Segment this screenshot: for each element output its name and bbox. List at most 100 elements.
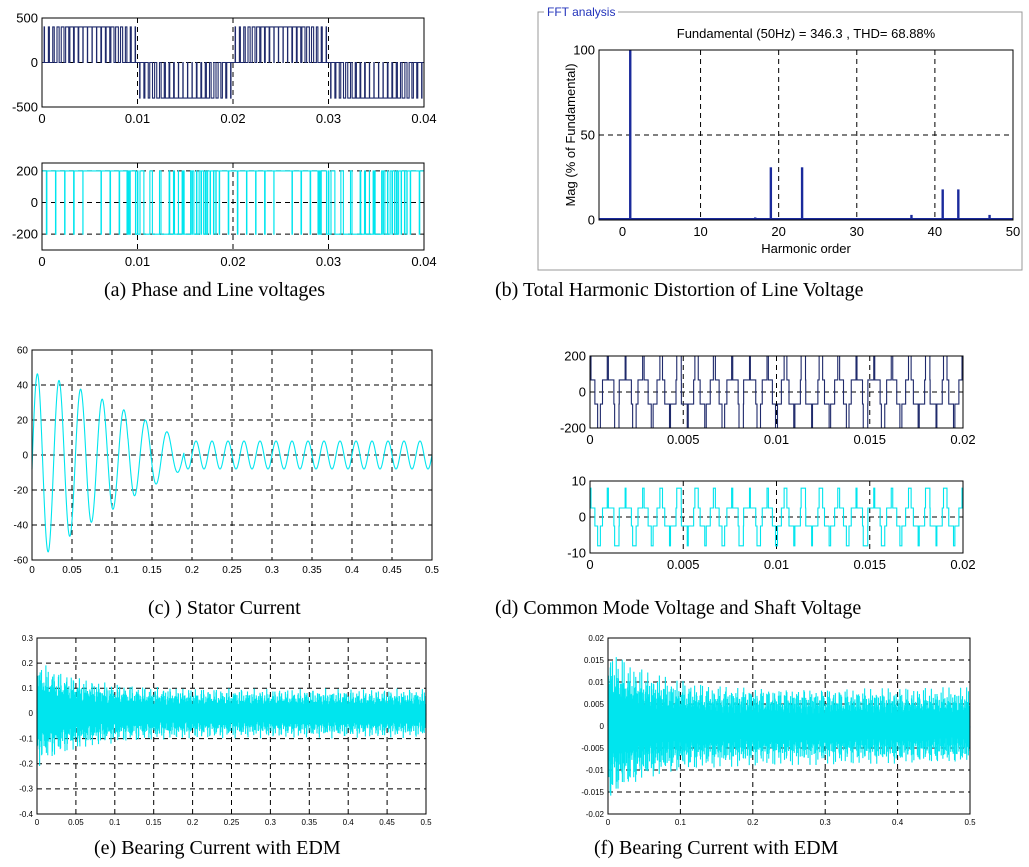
y-tick-label: 200 (564, 349, 586, 364)
x-tick-label: 10 (693, 224, 707, 239)
x-tick-label: 0.015 (853, 557, 886, 572)
plot-frame (598, 49, 1014, 221)
x-tick-label: 0.1 (105, 565, 119, 576)
y-tick-label: 40 (17, 381, 29, 392)
x-tick-label: 0.01 (125, 111, 150, 126)
x-tick-label: 0.03 (316, 111, 341, 126)
x-tick-label: 0 (35, 818, 40, 827)
y-tick-label: 0.02 (588, 634, 604, 643)
x-tick-label: 50 (1006, 224, 1020, 239)
caption-b: (b) Total Harmonic Distortion of Line Vo… (495, 279, 864, 301)
x-tick-label: 0.15 (146, 818, 162, 827)
harmonic-bar (769, 167, 773, 220)
x-tick-label: 0 (38, 254, 45, 269)
x-tick-label: 0.1 (109, 818, 121, 827)
x-tick-label: 0.15 (142, 565, 162, 576)
x-tick-label: 0 (29, 565, 35, 576)
y-tick-label: 0 (579, 510, 586, 525)
y-tick-label: 0 (588, 213, 595, 228)
y-tick-label: -40 (14, 521, 29, 532)
x-tick-label: 0.4 (892, 818, 904, 827)
caption-e: (e) Bearing Current with EDM (94, 837, 341, 859)
y-tick-label: -0.01 (586, 766, 605, 775)
series-line (42, 26, 424, 99)
series-line (42, 170, 424, 235)
y-tick-label: -0.015 (581, 788, 604, 797)
y-tick-label: 0.01 (588, 678, 604, 687)
x-tick-label: 0.25 (224, 818, 240, 827)
chart-stator-current: 0 0.05 0.1 0.15 0.2 0.25 0.3 0.35 0.4 0.45 0.5 -60 -… (14, 346, 440, 577)
series-line (607, 657, 971, 796)
x-tick-label: 0.005 (667, 557, 700, 572)
y-tick-label: 0 (29, 709, 34, 718)
harmonic-bar (941, 189, 944, 220)
y-tick-label: 0 (31, 195, 38, 210)
caption-f: (f) Bearing Current with EDM (594, 837, 839, 859)
y-tick-label: -500 (12, 100, 38, 115)
x-tick-label: 0 (586, 557, 593, 572)
plot-frame (41, 17, 425, 108)
x-tick-label: 0.05 (62, 565, 82, 576)
y-tick-label: 0 (579, 385, 586, 400)
x-tick-label: 0.05 (68, 818, 84, 827)
x-axis-label: Harmonic order (761, 241, 851, 256)
y-tick-label: 60 (17, 346, 29, 357)
plot-frame (589, 355, 964, 429)
x-tick-label: 40 (928, 224, 942, 239)
y-tick-label: 0 (22, 451, 28, 462)
y-tick-label: -200 (12, 227, 38, 242)
grid-lines (37, 638, 426, 814)
chart-bearing-current-e: 0 0.05 0.1 0.15 0.2 0.25 0.3 0.35 0.4 0.45 0.5 -0.4… (19, 634, 432, 827)
grid-lines (590, 356, 963, 428)
x-tick-label: 0.45 (382, 565, 402, 576)
y-tick-label: -20 (14, 486, 29, 497)
x-tick-label: 0.03 (316, 254, 341, 269)
x-tick-label: 0.1 (675, 818, 687, 827)
series-line (36, 665, 427, 767)
plot-frame (589, 480, 964, 554)
x-tick-label: 0.02 (950, 432, 975, 447)
x-tick-label: 20 (771, 224, 785, 239)
y-tick-label: -0.2 (19, 760, 33, 769)
x-tick-label: 0.35 (302, 818, 318, 827)
fft-panel-border (537, 11, 1023, 271)
harmonic-bar (800, 167, 804, 220)
x-tick-label: 0 (38, 111, 45, 126)
chart-bearing-current-f: 0 0.1 0.2 0.3 0.4 0.5 -0.02 -0.015 -0.01 -0.005 0 0… (581, 634, 976, 827)
x-tick-label: 0.4 (343, 818, 355, 827)
y-tick-label: 200 (16, 163, 38, 178)
series-line (31, 373, 433, 553)
y-tick-label: 100 (573, 43, 595, 58)
plot-frame (41, 162, 425, 251)
harmonic-bar (629, 50, 632, 220)
x-tick-label: 0.3 (265, 565, 279, 576)
caption-d: (d) Common Mode Voltage and Shaft Voltag… (495, 597, 862, 619)
y-axis-label: Mag (% of Fundamental) (563, 63, 578, 206)
grid-lines (42, 163, 424, 250)
x-tick-label: 0.01 (764, 432, 789, 447)
y-tick-label: 500 (16, 11, 38, 26)
x-tick-label: 0.5 (420, 818, 432, 827)
x-tick-label: 0.01 (764, 557, 789, 572)
y-tick-label: -10 (567, 546, 586, 561)
fft-panel-frame: FFT analysis (537, 4, 1023, 271)
fft-panel-label-bg (544, 4, 618, 20)
y-tick-label: -0.005 (581, 744, 604, 753)
x-tick-label: 0.2 (185, 565, 199, 576)
x-tick-label: 0.3 (820, 818, 832, 827)
x-tick-label: 30 (850, 224, 864, 239)
y-tick-label: -0.4 (19, 810, 33, 819)
y-tick-label: 0.005 (584, 700, 605, 709)
y-tick-label: 10 (572, 474, 586, 489)
harmonic-bar (910, 214, 913, 220)
fft-panel-label: FFT analysis (547, 5, 615, 19)
y-tick-label: -0.02 (586, 810, 605, 819)
caption-a: (a) Phase and Line voltages (104, 279, 326, 301)
y-tick-label: 0 (600, 722, 605, 731)
x-tick-label: 0.005 (667, 432, 700, 447)
x-tick-label: 0.3 (265, 818, 277, 827)
x-tick-label: 0.01 (125, 254, 150, 269)
